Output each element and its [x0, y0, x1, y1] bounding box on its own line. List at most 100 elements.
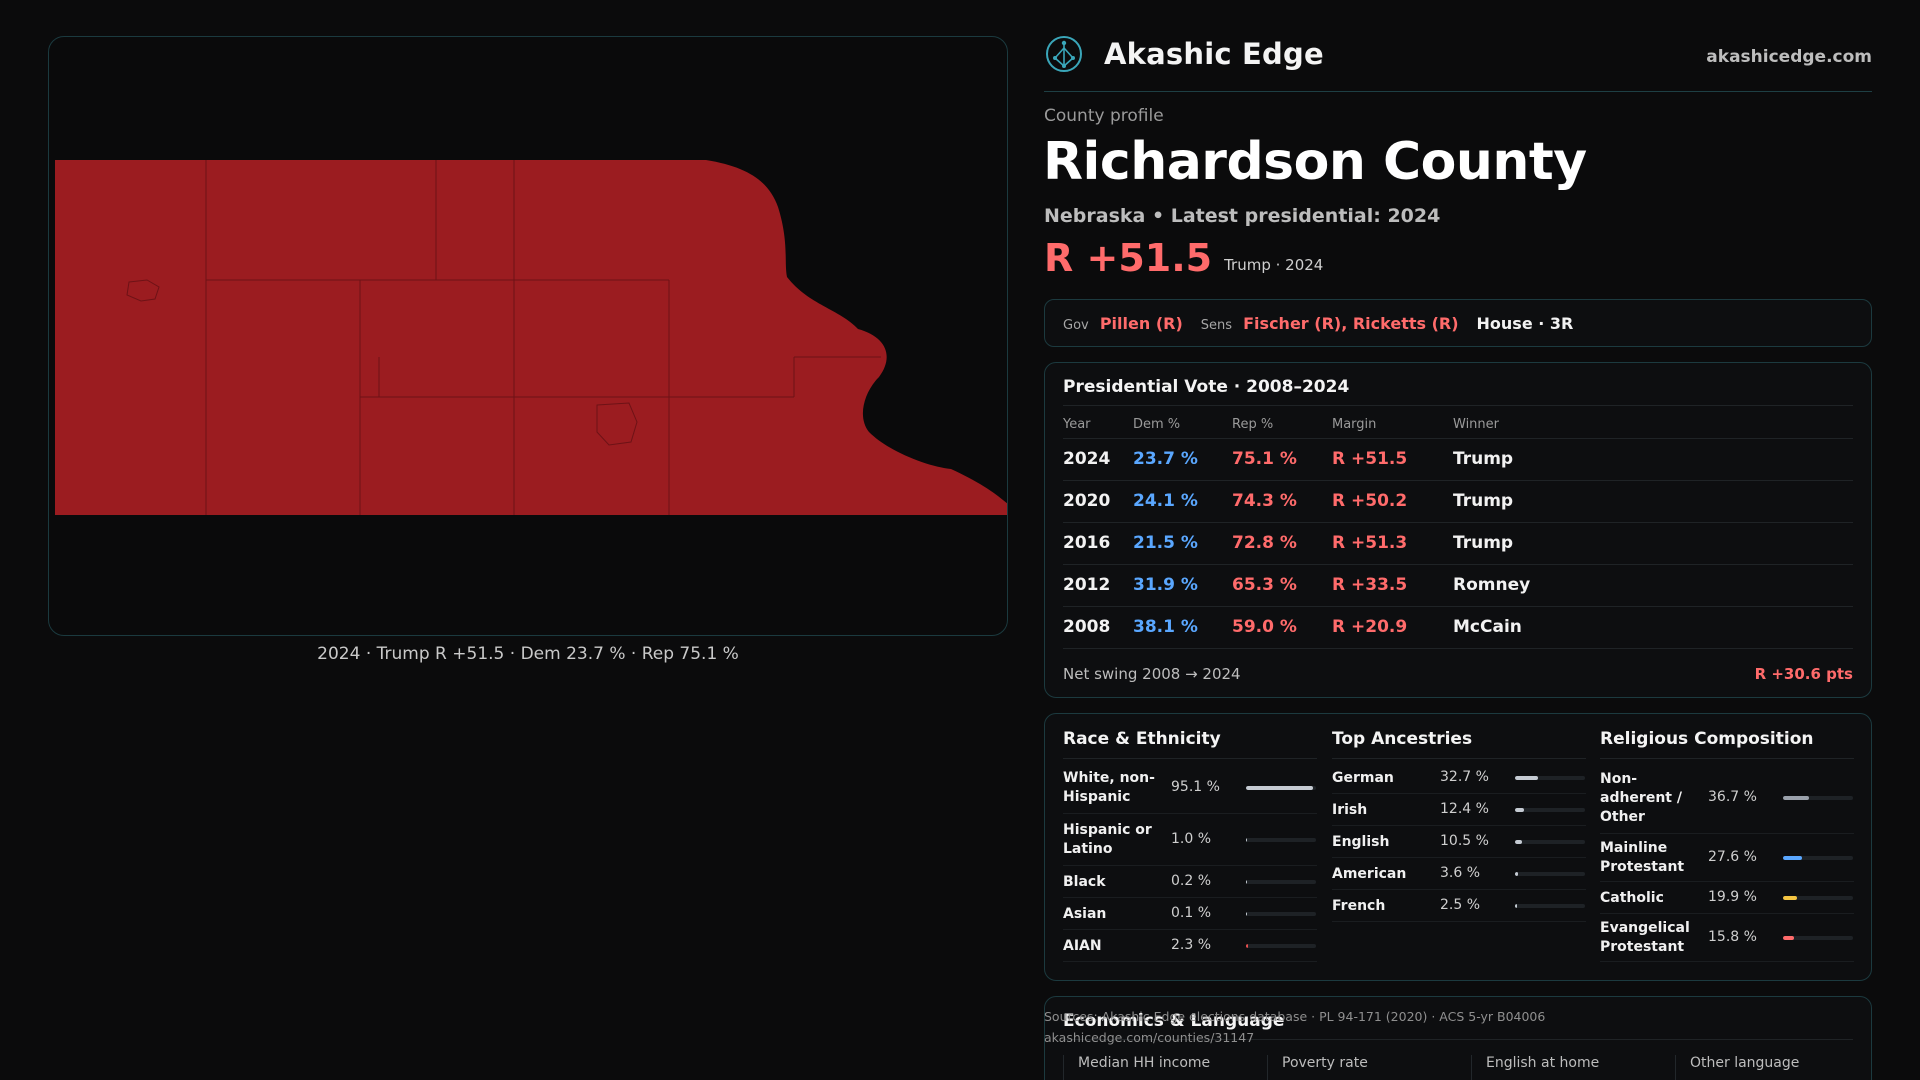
- cell-dem: 23.7 %: [1133, 449, 1198, 469]
- cell-winner: Trump: [1453, 449, 1514, 469]
- cell-winner: Trump: [1453, 533, 1514, 553]
- cell-year: 2008: [1063, 617, 1111, 637]
- percent-bar-fill: [1246, 912, 1248, 916]
- page-kicker: County profile: [1044, 106, 1164, 126]
- percent-bar-fill: [1783, 856, 1803, 860]
- gov-value: Pillen (R): [1099, 313, 1183, 333]
- demographics-card: Race & Ethnicity White, non-Hispanic 95.1…: [1044, 713, 1872, 981]
- brand[interactable]: Akashic Edge: [1044, 34, 1324, 74]
- econ-other-language: Other language: [1675, 1055, 1879, 1080]
- religion-title: Religious Composition: [1600, 729, 1814, 749]
- vote-card-title: Presidential Vote · 2008–2024: [1063, 377, 1350, 397]
- econ-poverty-rate: Poverty rate: [1267, 1055, 1471, 1080]
- county-shape: [55, 160, 1007, 515]
- cell-rep: 59.0 %: [1232, 617, 1297, 637]
- percent-bar-fill: [1246, 786, 1313, 790]
- list-item: French 2.5 %: [1332, 890, 1586, 922]
- ancestry-title: Top Ancestries: [1332, 729, 1473, 749]
- col-margin: Margin: [1332, 417, 1377, 432]
- item-label: Non-adherent / Other: [1600, 770, 1682, 825]
- list-item: Evangelical Protestant 15.8 %: [1600, 914, 1854, 962]
- item-label: German: [1332, 769, 1394, 786]
- percent-bar: [1515, 776, 1585, 780]
- net-swing-value: R +30.6 pts: [1754, 665, 1853, 683]
- house-delegation: House · 3R: [1476, 313, 1574, 333]
- margin-value: R +51.5: [1044, 236, 1213, 280]
- sources-line: Sources: Akashic Edge elections database…: [1044, 1009, 1546, 1024]
- margin-note: Trump · 2024: [1224, 256, 1324, 274]
- table-row: 2012 31.9 % 65.3 % R +33.5 Romney: [1063, 565, 1853, 607]
- cell-rep: 72.8 %: [1232, 533, 1297, 553]
- percent-bar: [1515, 904, 1585, 908]
- item-label: Evangelical Protestant: [1600, 920, 1690, 955]
- percent-bar-fill: [1515, 808, 1524, 812]
- item-percent: 2.3 %: [1171, 937, 1212, 953]
- page-title: Richardson County: [1043, 132, 1587, 192]
- list-item: Asian 0.1 %: [1063, 898, 1317, 930]
- item-percent: 10.5 %: [1440, 833, 1489, 849]
- cell-margin: R +51.5: [1332, 449, 1408, 469]
- county-map[interactable]: [49, 37, 1008, 636]
- econ-english-home: English at home: [1471, 1055, 1675, 1080]
- headline-margin: R +51.5 Trump · 2024: [1044, 236, 1323, 280]
- economics-title: Economics & Language: [1063, 1011, 1285, 1031]
- list-item: Black 0.2 %: [1063, 866, 1317, 898]
- sens-value: Fischer (R), Ricketts (R): [1243, 313, 1459, 333]
- item-percent: 32.7 %: [1440, 769, 1489, 785]
- item-label: French: [1332, 897, 1386, 914]
- item-label: AIAN: [1063, 937, 1102, 954]
- item-label: Irish: [1332, 801, 1368, 818]
- list-item: AIAN 2.3 %: [1063, 930, 1317, 962]
- list-item: Hispanic or Latino 1.0 %: [1063, 814, 1317, 866]
- cell-rep: 75.1 %: [1232, 449, 1297, 469]
- list-item: Irish 12.4 %: [1332, 794, 1586, 826]
- col-rep: Rep %: [1232, 417, 1274, 432]
- tree-of-life-icon: [1046, 36, 1082, 72]
- cell-dem: 21.5 %: [1133, 533, 1198, 553]
- ancestries-section: Top Ancestries German 32.7 % Irish 12.4 % En…: [1332, 714, 1586, 980]
- percent-bar-fill: [1246, 880, 1248, 884]
- cell-rep: 74.3 %: [1232, 491, 1297, 511]
- gov-label: Gov: [1063, 317, 1089, 333]
- cell-margin: R +51.3: [1332, 533, 1408, 553]
- item-label: Hispanic or Latino: [1063, 822, 1152, 857]
- table-row: 2008 38.1 % 59.0 % R +20.9 McCain: [1063, 607, 1853, 649]
- percent-bar: [1783, 936, 1853, 940]
- sources-url[interactable]: akashicedge.com/counties/31147: [1044, 1030, 1255, 1045]
- cell-year: 2016: [1063, 533, 1111, 553]
- governor: Gov Pillen (R): [1063, 314, 1183, 333]
- item-label: Black: [1063, 873, 1106, 890]
- item-label: American: [1332, 865, 1407, 882]
- percent-bar: [1783, 896, 1853, 900]
- cell-dem: 24.1 %: [1133, 491, 1198, 511]
- percent-bar-fill: [1783, 896, 1797, 900]
- item-percent: 12.4 %: [1440, 801, 1489, 817]
- map-caption: 2024 · Trump R +51.5 · Dem 23.7 % · Rep …: [317, 644, 739, 664]
- list-item: German 32.7 %: [1332, 762, 1586, 794]
- cell-margin: R +50.2: [1332, 491, 1408, 511]
- divider: [1063, 405, 1853, 406]
- item-percent: 36.7 %: [1708, 789, 1757, 805]
- site-link[interactable]: akashicedge.com: [1706, 47, 1872, 67]
- divider: [1063, 1039, 1853, 1040]
- divider: [1332, 758, 1586, 759]
- cell-margin: R +20.9: [1332, 617, 1408, 637]
- col-dem: Dem %: [1133, 417, 1181, 432]
- percent-bar: [1783, 796, 1853, 800]
- econ-median-income: Median HH income: [1063, 1055, 1267, 1080]
- list-item: Catholic 19.9 %: [1600, 882, 1854, 914]
- cell-year: 2024: [1063, 449, 1111, 469]
- officials-bar: Gov Pillen (R) Sens Fischer (R), Rickett…: [1044, 299, 1872, 347]
- item-percent: 3.6 %: [1440, 865, 1481, 881]
- cell-dem: 31.9 %: [1133, 575, 1198, 595]
- table-row: 2024 23.7 % 75.1 % R +51.5 Trump: [1063, 439, 1853, 481]
- brand-bar: Akashic Edge akashicedge.com: [1044, 34, 1872, 92]
- item-percent: 27.6 %: [1708, 849, 1757, 865]
- item-percent: 0.2 %: [1171, 873, 1212, 889]
- cell-dem: 38.1 %: [1133, 617, 1198, 637]
- percent-bar-fill: [1515, 840, 1523, 844]
- percent-bar: [1515, 840, 1585, 844]
- percent-bar: [1246, 912, 1316, 916]
- percent-bar: [1783, 856, 1853, 860]
- divider: [1600, 758, 1854, 759]
